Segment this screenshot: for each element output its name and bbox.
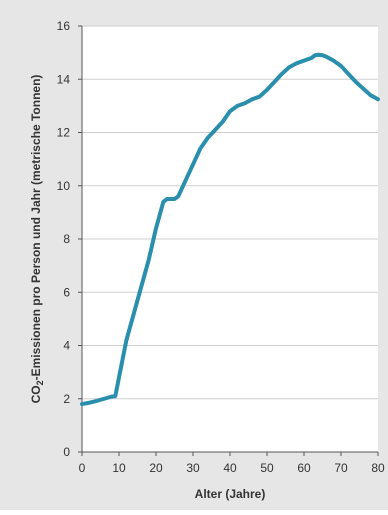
x-tick-label: 20	[149, 461, 163, 475]
y-tick-label: 10	[57, 179, 71, 193]
x-tick-label: 40	[223, 461, 237, 475]
y-tick-label: 16	[57, 19, 71, 33]
series-line	[80, 52, 380, 407]
tick-marks	[78, 25, 379, 456]
y-axis-label-suffix: -Emissionen pro Person und Jahr (metrisc…	[29, 75, 43, 381]
grid-lines	[82, 25, 378, 400]
x-tick-label: 80	[371, 461, 385, 475]
y-tick-label: 2	[63, 392, 70, 406]
y-tick-label: 14	[57, 72, 71, 86]
x-tick-label: 70	[334, 461, 348, 475]
y-tick-label: 0	[63, 445, 70, 459]
x-axis-label: Alter (Jahre)	[195, 487, 266, 501]
y-axis-label-prefix: CO	[29, 385, 43, 403]
x-tick-label: 50	[260, 461, 274, 475]
x-tick-labels: 0 10 20 30 40 50 60 70 80	[79, 461, 385, 475]
x-tick-label: 10	[112, 461, 126, 475]
y-tick-label: 6	[63, 285, 70, 299]
y-axis-label-subscript: 2	[35, 380, 45, 385]
y-tick-label: 12	[57, 126, 71, 140]
x-tick-label: 30	[186, 461, 200, 475]
x-tick-label: 60	[297, 461, 311, 475]
y-tick-labels: 0 2 4 6 8 10 12 14 16	[57, 19, 71, 459]
y-tick-label: 8	[63, 232, 70, 246]
y-axis-label: CO2-Emissionen pro Person und Jahr (metr…	[29, 75, 45, 404]
x-tick-label: 0	[79, 461, 86, 475]
y-tick-label: 4	[63, 339, 70, 353]
